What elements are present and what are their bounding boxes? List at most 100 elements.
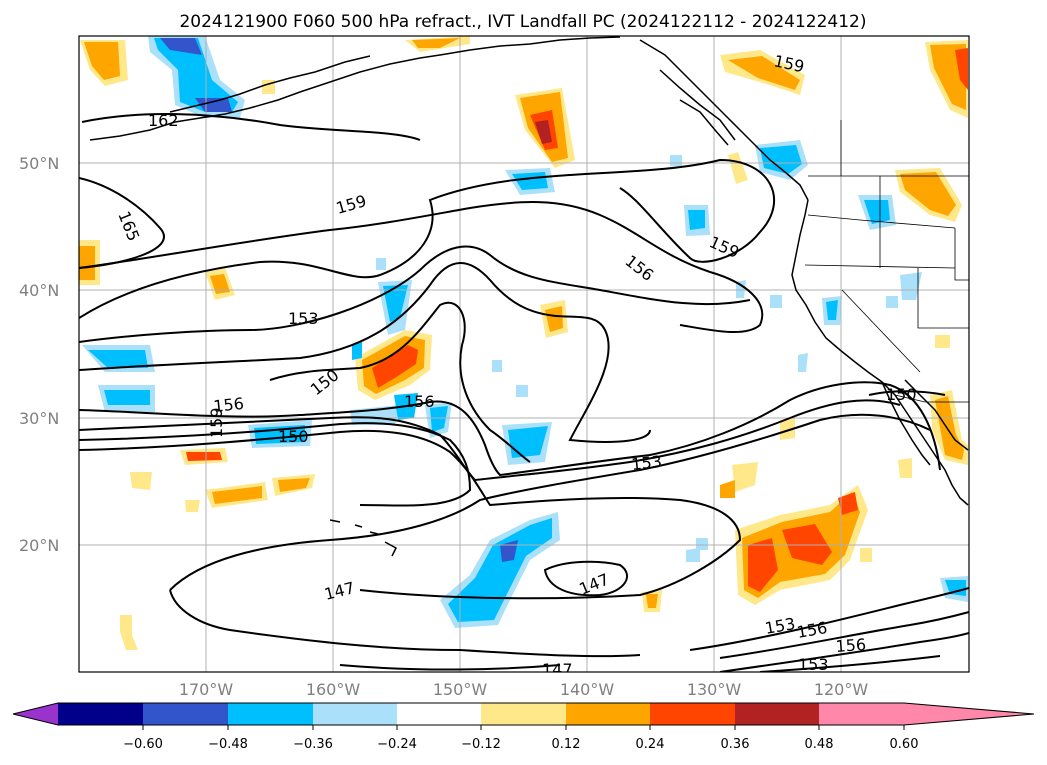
- colorbar-segment: [735, 703, 819, 725]
- contour-label: 153: [798, 655, 829, 674]
- colorbar-tick-label: −0.12: [461, 737, 501, 752]
- contour-153-bottom: [689, 587, 969, 651]
- shade-positive: [780, 418, 795, 440]
- shade-positive: [278, 478, 310, 492]
- shade-positive: [372, 345, 418, 388]
- contour-147: [79, 429, 742, 600]
- contour-156-bottom: [719, 611, 969, 659]
- colorbar-outline: [12, 702, 1035, 726]
- lon-label: 160°W: [306, 680, 361, 699]
- shade-positive: [412, 38, 460, 48]
- contour-label: 159: [207, 407, 226, 438]
- shade-positive: [720, 480, 735, 498]
- shade-negative: [864, 200, 890, 224]
- colorbar-tick-label: 0.24: [636, 737, 665, 752]
- lon-label: 140°W: [560, 680, 615, 699]
- coastline-alaska: [89, 36, 621, 141]
- shade-negative: [826, 300, 838, 320]
- coastline-us-west: [791, 199, 969, 506]
- latitude-labels: 50°N 40°N 30°N 20°N: [19, 154, 59, 555]
- contour-156: [79, 245, 751, 343]
- contour-147-bottom2: [339, 664, 561, 671]
- colorbar-tick-label: −0.24: [377, 737, 417, 752]
- shade-negative: [696, 538, 708, 550]
- contour-label: 156: [212, 394, 244, 416]
- contour-150-right: [868, 390, 946, 396]
- height-contours: [79, 113, 969, 672]
- contour-label: 156: [404, 392, 435, 411]
- coastline-hawaii: [384, 541, 397, 557]
- shade-negative: [195, 98, 232, 112]
- contour-label: 153: [288, 309, 319, 328]
- shade-positive: [748, 538, 778, 592]
- shade-negative: [760, 145, 802, 174]
- lat-label: 30°N: [19, 409, 59, 428]
- shade-positive: [898, 458, 912, 478]
- shade-positive: [646, 594, 658, 608]
- shade-positive: [79, 246, 95, 280]
- shade-positive: [732, 462, 758, 492]
- shade-negative: [900, 272, 922, 300]
- shade-negative: [383, 285, 408, 322]
- lat-label: 50°N: [19, 154, 59, 173]
- contour-150: [269, 301, 531, 463]
- border-us-mexico: [894, 394, 969, 403]
- shade-negative: [688, 210, 705, 230]
- shade-positive: [186, 452, 222, 461]
- shade-positive: [728, 56, 800, 90]
- colorbar-segment: [650, 703, 735, 725]
- shade-positive: [935, 396, 964, 460]
- shade-positive: [210, 274, 230, 294]
- contour-159: [79, 158, 776, 319]
- shade-negative: [798, 353, 808, 372]
- shade-negative: [448, 518, 552, 622]
- border-state: [917, 268, 969, 329]
- shade-negative: [154, 38, 238, 112]
- contour-label: 162: [148, 111, 179, 130]
- contour-156-bottom2: [719, 632, 969, 672]
- coastline-hawaii: [354, 524, 363, 528]
- colorbar-tick-label: 0.36: [721, 737, 750, 752]
- colorbar-tick-label: −0.60: [123, 737, 163, 752]
- shade-negative: [430, 406, 448, 432]
- colorbar-segment: [566, 703, 650, 725]
- lon-label: 150°W: [433, 680, 488, 699]
- contour-147-closed: [543, 560, 628, 597]
- shade-negative: [376, 258, 386, 270]
- coastline-baja: [881, 381, 931, 466]
- lat-label: 40°N: [19, 281, 59, 300]
- shade-positive: [860, 548, 872, 562]
- contour-153: [79, 262, 651, 443]
- colorbar-segment: [819, 703, 904, 725]
- colorbar-tick-label: 0.48: [805, 737, 834, 752]
- shade-negative: [88, 350, 148, 368]
- shade-positive: [185, 500, 200, 512]
- shade-negative: [770, 295, 782, 308]
- lat-label: 20°N: [19, 536, 59, 555]
- figure-title: 2024121900 F060 500 hPa refract., IVT La…: [179, 12, 866, 32]
- shade-negative: [516, 385, 528, 397]
- shade-negative: [686, 548, 700, 562]
- colorbar: −0.60 −0.48 −0.36 −0.24 −0.12 0.12 0.24 …: [12, 702, 1035, 752]
- lon-label: 130°W: [687, 680, 742, 699]
- colorbar-segment: [58, 703, 143, 725]
- colorbar-tick-label: −0.48: [208, 737, 248, 752]
- contour-label: 150: [886, 385, 917, 404]
- shade-positive: [130, 472, 152, 490]
- map-frame: [78, 35, 970, 673]
- coastline-alaska: [169, 55, 371, 113]
- map-background: [79, 36, 969, 672]
- border-state: [954, 228, 969, 281]
- contour-label: 147: [542, 660, 573, 679]
- colorbar-tick-label: 0.12: [552, 737, 581, 752]
- shade-negative: [886, 296, 898, 308]
- contour-150-lower: [79, 422, 472, 507]
- longitude-labels: 170°W 160°W 150°W 140°W 130°W 120°W: [179, 680, 869, 699]
- shade-negative: [670, 155, 682, 166]
- shade-negative: [160, 38, 202, 55]
- coastline-bc: [679, 99, 729, 146]
- political-borders: [804, 120, 969, 403]
- coastlines: [89, 36, 969, 557]
- colorbar-extend-max: [904, 703, 1034, 725]
